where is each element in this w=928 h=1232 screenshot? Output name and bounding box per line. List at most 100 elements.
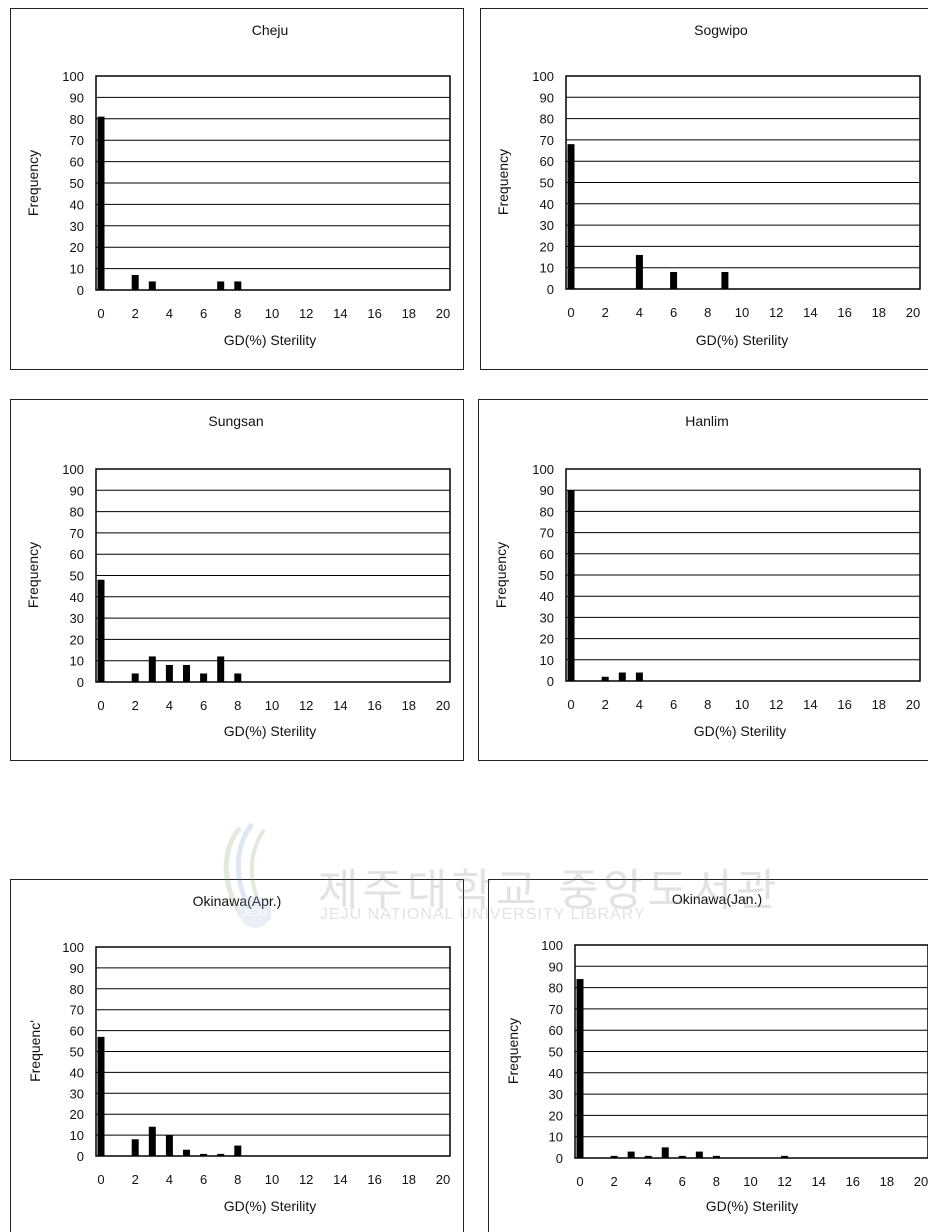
- x-tick-label: 6: [200, 1172, 207, 1187]
- chart-panel: 0 10 20 30 40 50 60 70 80 90 100 0 2 4 6 8 10 12 14 16 18 20 O…: [10, 879, 464, 1232]
- x-tick-label: 0: [567, 697, 574, 712]
- y-tick-label: 70: [70, 526, 84, 541]
- bar: [670, 271, 678, 289]
- x-tick-label: 0: [97, 1172, 104, 1187]
- y-tick-label: 50: [540, 568, 554, 583]
- chart-title: Cheju: [252, 22, 289, 38]
- y-tick-label: 20: [70, 240, 84, 255]
- y-tick-label: 60: [549, 1023, 563, 1038]
- y-tick-label: 80: [540, 504, 554, 519]
- bar: [97, 1036, 105, 1156]
- x-tick-label: 2: [602, 305, 609, 320]
- bar: [712, 1155, 720, 1158]
- x-tick-label: 4: [645, 1174, 652, 1189]
- y-tick-label: 50: [70, 176, 84, 191]
- y-tick-label: 30: [70, 1086, 84, 1101]
- y-tick-label: 100: [62, 462, 84, 477]
- chart-title: Okinawa(Apr.): [193, 893, 282, 909]
- x-tick-label: 4: [636, 305, 643, 320]
- chart-title: Okinawa(Jan.): [672, 891, 762, 907]
- bar: [131, 1139, 139, 1156]
- bar: [200, 673, 208, 682]
- y-tick-label: 70: [70, 1003, 84, 1018]
- x-tick-label: 12: [299, 306, 313, 321]
- y-axis-label: Frequency: [25, 542, 41, 608]
- y-tick-label: 80: [549, 981, 563, 996]
- y-tick-label: 70: [540, 526, 554, 541]
- x-tick-label: 20: [906, 697, 920, 712]
- x-tick-label: 0: [567, 305, 574, 320]
- y-tick-label: 10: [540, 261, 554, 276]
- y-tick-label: 30: [70, 219, 84, 234]
- chart-panel: 0 10 20 30 40 50 60 70 80 90 100 0 2 4 6 8 10 12 14 16 18 20 O…: [488, 879, 928, 1232]
- y-tick-label: 60: [70, 547, 84, 562]
- y-tick-label: 90: [70, 961, 84, 976]
- x-tick-label: 2: [132, 1172, 139, 1187]
- bar: [97, 579, 105, 682]
- x-tick-label: 18: [872, 305, 886, 320]
- plot-area: [95, 468, 451, 683]
- x-tick-label: 6: [679, 1174, 686, 1189]
- y-tick-label: 100: [532, 462, 554, 477]
- y-axis-label: Frequency: [505, 1018, 521, 1084]
- x-tick-label: 4: [166, 698, 173, 713]
- bar: [627, 1151, 635, 1158]
- y-tick-label: 90: [70, 90, 84, 105]
- chart-panel: 0 10 20 30 40 50 60 70 80 90 100 0 2 4 6 8 10 12 14 16 18 20 H…: [478, 399, 928, 761]
- y-tick-label: 10: [70, 1128, 84, 1143]
- bar: [217, 1153, 225, 1156]
- x-tick-label: 12: [299, 1172, 313, 1187]
- x-axis-label: GD(%) Sterility: [696, 332, 789, 348]
- chart-title: Sungsan: [208, 413, 263, 429]
- bar: [567, 144, 575, 289]
- x-tick-label: 16: [367, 306, 381, 321]
- y-axis-label: Frequency: [495, 149, 511, 215]
- x-axis-label: GD(%) Sterility: [706, 1198, 799, 1214]
- x-axis-label: GD(%) Sterility: [224, 332, 317, 348]
- x-tick-label: 10: [265, 1172, 279, 1187]
- y-tick-label: 20: [70, 1107, 84, 1122]
- x-tick-label: 6: [200, 698, 207, 713]
- y-tick-label: 30: [540, 610, 554, 625]
- x-tick-label: 10: [743, 1174, 757, 1189]
- y-tick-label: 40: [540, 197, 554, 212]
- bar: [644, 1155, 652, 1158]
- x-tick-label: 2: [132, 306, 139, 321]
- y-tick-label: 40: [70, 590, 84, 605]
- bar: [678, 1155, 686, 1158]
- x-tick-label: 8: [234, 1172, 241, 1187]
- y-tick-label: 60: [70, 155, 84, 170]
- y-tick-label: 20: [549, 1108, 563, 1123]
- x-tick-label: 14: [811, 1174, 825, 1189]
- bar: [234, 1145, 242, 1156]
- x-tick-label: 16: [367, 698, 381, 713]
- bar: [217, 656, 225, 682]
- y-tick-label: 60: [540, 154, 554, 169]
- y-tick-label: 20: [540, 239, 554, 254]
- x-tick-label: 14: [333, 1172, 347, 1187]
- y-tick-label: 0: [547, 674, 554, 689]
- bar: [131, 673, 139, 682]
- x-tick-label: 0: [97, 306, 104, 321]
- bar: [610, 1155, 618, 1158]
- x-tick-label: 20: [914, 1174, 928, 1189]
- y-tick-label: 50: [540, 176, 554, 191]
- x-axis-label: GD(%) Sterility: [224, 723, 317, 739]
- bar: [148, 656, 156, 682]
- y-tick-label: 50: [549, 1045, 563, 1060]
- y-tick-label: 90: [549, 959, 563, 974]
- x-tick-label: 16: [846, 1174, 860, 1189]
- y-tick-label: 40: [70, 1065, 84, 1080]
- plot-area: [565, 468, 921, 682]
- bar: [234, 281, 242, 290]
- x-tick-label: 2: [602, 697, 609, 712]
- x-tick-label: 14: [333, 306, 347, 321]
- y-tick-label: 60: [540, 547, 554, 562]
- y-tick-label: 0: [77, 283, 84, 298]
- x-tick-label: 0: [97, 698, 104, 713]
- x-tick-label: 14: [803, 305, 817, 320]
- x-tick-label: 6: [670, 697, 677, 712]
